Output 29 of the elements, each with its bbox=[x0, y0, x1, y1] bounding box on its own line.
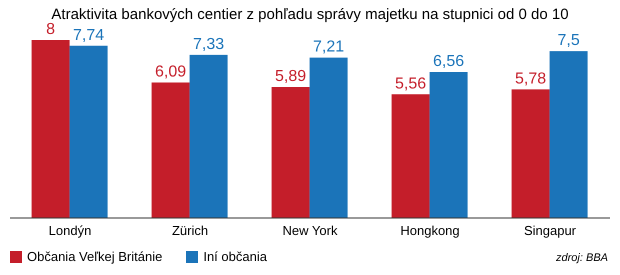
bar bbox=[70, 46, 108, 218]
bar bbox=[32, 40, 70, 218]
data-label: 6,09 bbox=[155, 63, 186, 80]
data-label: 7,21 bbox=[313, 38, 344, 56]
bar bbox=[310, 58, 348, 218]
bar bbox=[152, 82, 190, 218]
data-label: 6,56 bbox=[433, 53, 464, 70]
x-tick-label: Singapur bbox=[524, 223, 577, 238]
bar bbox=[512, 89, 550, 218]
data-label: 5,56 bbox=[395, 75, 426, 92]
legend-label: Občania Veľkej Británie bbox=[27, 249, 162, 264]
bar bbox=[272, 86, 310, 218]
legend-label: Iní občania bbox=[203, 249, 267, 264]
x-tick-label: New York bbox=[282, 223, 338, 238]
data-label: 7,33 bbox=[193, 36, 224, 53]
x-tick-label: Londýn bbox=[48, 223, 92, 238]
text: zdroj: BBA bbox=[556, 252, 608, 264]
bar bbox=[550, 51, 588, 218]
data-label: 8 bbox=[46, 21, 56, 38]
data-label: 5,78 bbox=[515, 70, 546, 88]
data-label: 7,74 bbox=[73, 26, 104, 44]
x-tick-label: Hongkong bbox=[400, 223, 460, 238]
data-label: 5,89 bbox=[275, 68, 306, 85]
x-tick-label: Zürich bbox=[172, 223, 208, 238]
bar bbox=[430, 72, 468, 218]
chart-title: Atraktivita bankových centier z pohľadu správy majetku na stupnici od 0 do 10 bbox=[51, 6, 570, 23]
data-label: 7,5 bbox=[557, 32, 580, 50]
bar bbox=[190, 54, 228, 218]
bar bbox=[392, 94, 430, 218]
